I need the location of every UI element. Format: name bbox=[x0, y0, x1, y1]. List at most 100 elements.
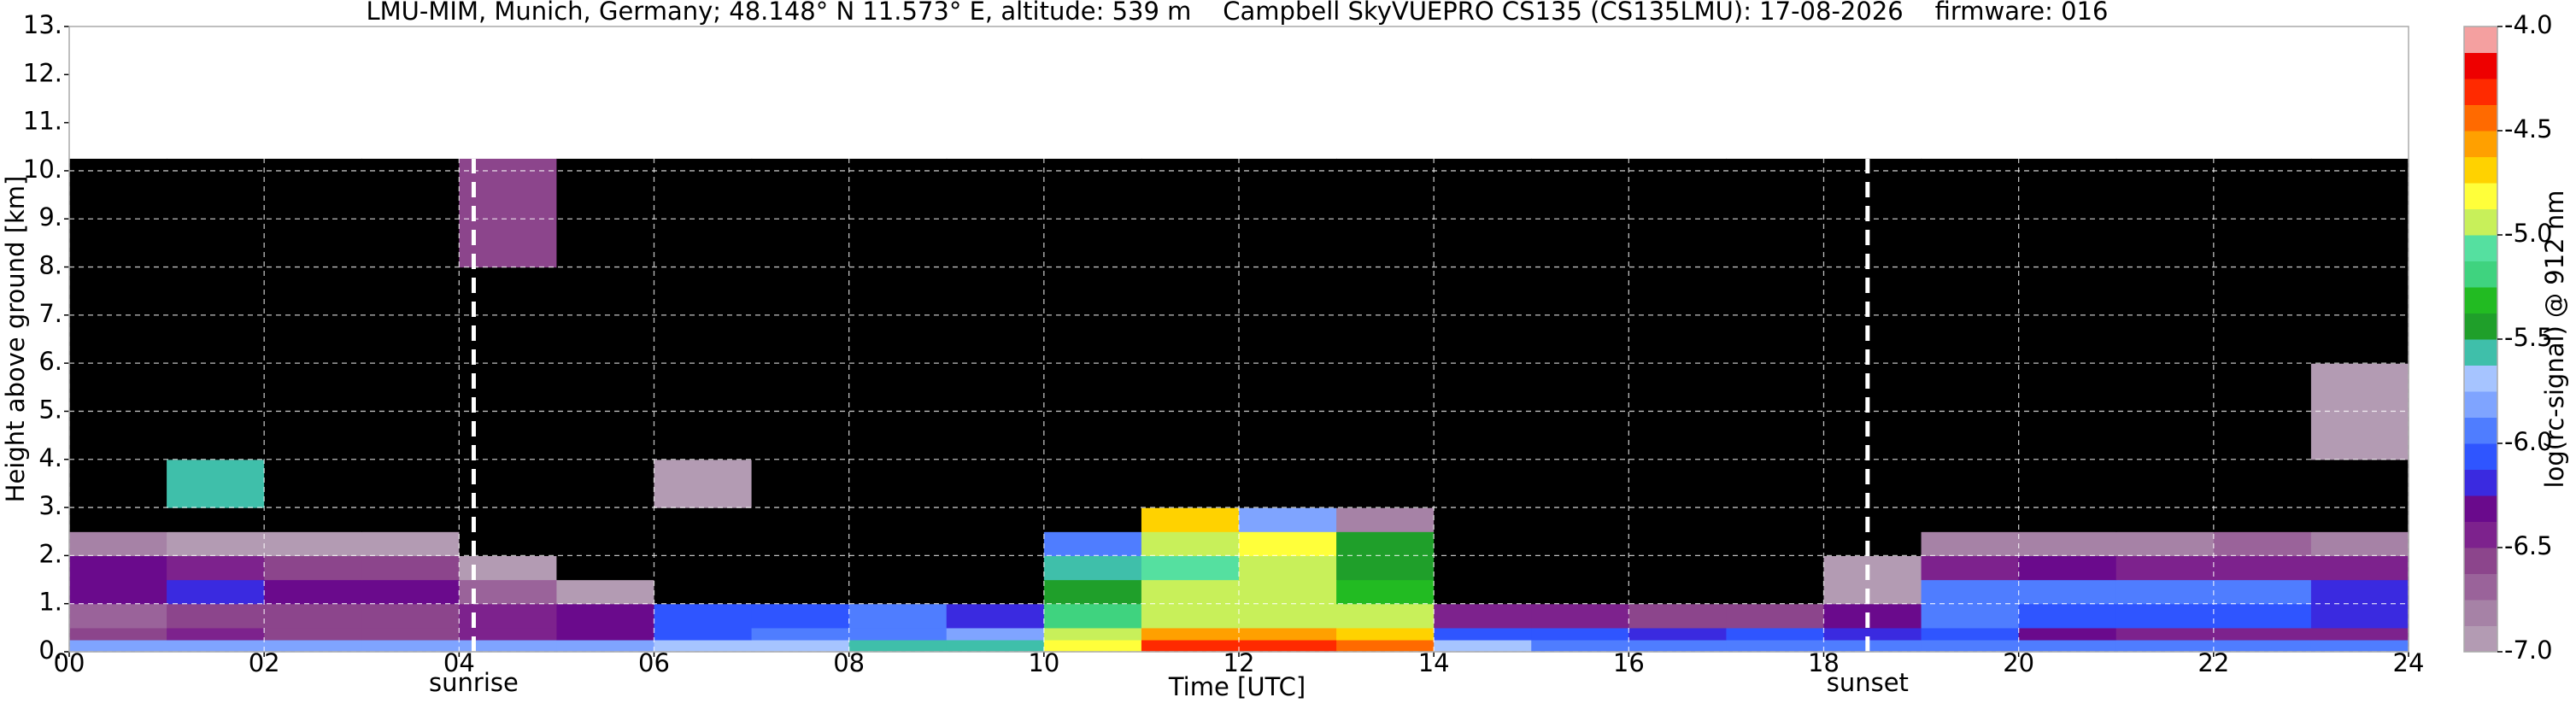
heat-cell bbox=[1726, 531, 1825, 556]
heat-cell bbox=[1434, 507, 1532, 532]
heat-cell bbox=[69, 603, 167, 629]
heat-cell bbox=[654, 627, 753, 641]
annotation-label: sunrise bbox=[429, 668, 519, 697]
heat-cell bbox=[1336, 459, 1435, 508]
heat-cell bbox=[946, 531, 1045, 556]
y-tick-label: 1. bbox=[38, 588, 62, 617]
heat-cell bbox=[654, 639, 753, 653]
heat-cell bbox=[2213, 507, 2312, 532]
heat-cell bbox=[1531, 579, 1629, 605]
heat-cell bbox=[264, 555, 362, 581]
heat-cell bbox=[1141, 507, 1240, 532]
colorbar-swatch bbox=[2464, 313, 2497, 340]
heat-cell bbox=[69, 579, 167, 605]
heat-cell bbox=[1726, 158, 1825, 268]
colorbar-tick-label: -6.0 bbox=[2504, 427, 2553, 456]
heat-cell bbox=[654, 603, 753, 629]
heat-cell bbox=[1531, 555, 1629, 581]
heat-cell bbox=[751, 459, 850, 508]
colorbar-swatch bbox=[2464, 104, 2497, 132]
heat-cell bbox=[946, 507, 1045, 532]
chart-title: LMU-MIM, Munich, Germany; 48.148° N 11.5… bbox=[367, 0, 2109, 26]
heat-cell bbox=[1823, 459, 1922, 508]
heat-cell bbox=[1921, 603, 2020, 629]
heat-cell bbox=[946, 603, 1045, 629]
heat-cell bbox=[848, 531, 948, 556]
heat-cell bbox=[1141, 459, 1240, 508]
heat-cell bbox=[1921, 507, 2020, 532]
heat-cell bbox=[1921, 555, 2020, 581]
heat-cell bbox=[2213, 639, 2312, 653]
heat-cell bbox=[264, 627, 362, 641]
y-axis-label: Height above ground [km] bbox=[1, 176, 30, 503]
heat-cell bbox=[1141, 639, 1240, 653]
heat-cell bbox=[751, 579, 850, 605]
heat-cell bbox=[459, 627, 558, 641]
heat-cell bbox=[1531, 603, 1629, 629]
heat-cell bbox=[1043, 158, 1142, 268]
heat-cell bbox=[1921, 459, 2020, 508]
heat-cell bbox=[1239, 531, 1337, 556]
heat-cell bbox=[1336, 603, 1435, 629]
colorbar-swatch bbox=[2464, 156, 2497, 184]
heat-cell bbox=[2310, 459, 2409, 508]
heat-cell bbox=[1239, 579, 1337, 605]
heat-cell bbox=[2310, 603, 2409, 629]
colorbar-swatch bbox=[2464, 600, 2497, 626]
heat-cell bbox=[167, 579, 265, 605]
heat-cell bbox=[1823, 579, 1922, 605]
heat-cell bbox=[361, 507, 460, 532]
heat-cell bbox=[1921, 579, 2020, 605]
heat-cell bbox=[1823, 158, 1922, 268]
heat-cell bbox=[1921, 627, 2020, 641]
heat-cell bbox=[2213, 579, 2312, 605]
colorbar-swatch bbox=[2464, 417, 2497, 444]
heat-cell bbox=[848, 507, 948, 532]
heat-cell bbox=[556, 603, 655, 629]
heat-cell bbox=[459, 639, 558, 653]
heat-cell bbox=[2213, 531, 2312, 556]
heat-cell bbox=[361, 555, 460, 581]
heat-cell bbox=[654, 158, 753, 268]
heat-cell bbox=[1141, 603, 1240, 629]
heat-cell bbox=[167, 158, 265, 268]
heat-cell bbox=[751, 603, 850, 629]
heat-cell bbox=[264, 158, 362, 268]
heat-cell bbox=[1336, 507, 1435, 532]
heat-cell bbox=[1531, 639, 1629, 653]
heat-cell bbox=[2115, 507, 2215, 532]
heat-cell bbox=[69, 459, 167, 508]
heat-cell bbox=[1434, 603, 1532, 629]
heat-cell bbox=[167, 555, 265, 581]
heat-cell bbox=[751, 639, 850, 653]
heat-cell bbox=[1043, 603, 1142, 629]
colorbar-swatch bbox=[2464, 625, 2497, 653]
heat-cell bbox=[848, 603, 948, 629]
heat-cell bbox=[1043, 579, 1142, 605]
heat-cell bbox=[1628, 555, 1728, 581]
heat-cell bbox=[2018, 603, 2117, 629]
heat-cell bbox=[264, 579, 362, 605]
heat-cell bbox=[69, 531, 167, 556]
heat-cell bbox=[167, 627, 265, 641]
heat-cell bbox=[1043, 459, 1142, 508]
heat-cell bbox=[2310, 627, 2409, 641]
heat-cell bbox=[264, 459, 362, 508]
colorbar-swatch bbox=[2464, 548, 2497, 574]
heat-cell bbox=[2213, 158, 2312, 268]
heat-cell bbox=[2213, 555, 2312, 581]
heat-cell bbox=[167, 531, 265, 556]
heat-cell bbox=[848, 579, 948, 605]
heat-cell bbox=[1823, 507, 1922, 532]
heat-cell bbox=[848, 639, 948, 653]
heat-cell bbox=[2310, 158, 2409, 268]
heat-cell bbox=[2115, 531, 2215, 556]
colorbar-swatch bbox=[2464, 391, 2497, 418]
heat-cell bbox=[1141, 158, 1240, 268]
heat-cell bbox=[2115, 639, 2215, 653]
colorbar-tick-label: -5.5 bbox=[2504, 323, 2553, 352]
heat-cell bbox=[556, 158, 655, 268]
heat-cell bbox=[264, 507, 362, 532]
x-axis-label: Time [UTC] bbox=[1168, 672, 1306, 701]
